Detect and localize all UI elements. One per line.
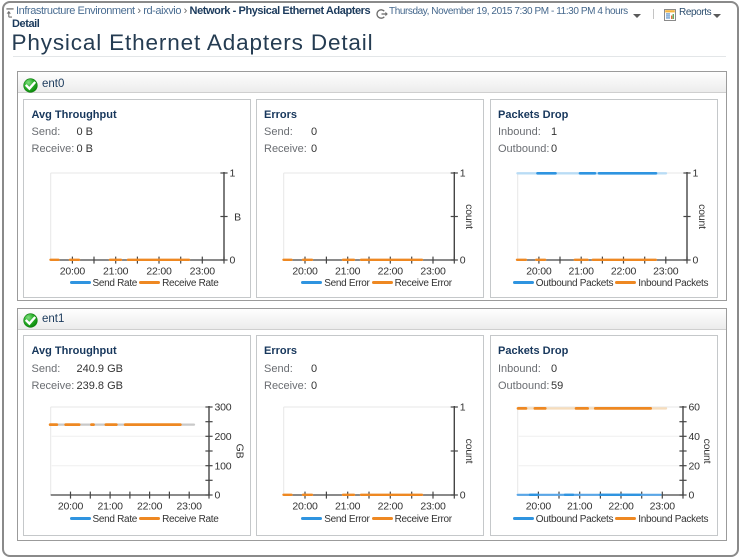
svg-text:20:00: 20:00 (292, 500, 318, 512)
svg-text:20:00: 20:00 (525, 500, 551, 512)
svg-text:0: 0 (215, 489, 221, 501)
svg-text:60: 60 (688, 401, 700, 413)
svg-text:300: 300 (215, 401, 232, 413)
svg-text:22:00: 22:00 (146, 266, 172, 278)
svg-text:22:00: 22:00 (137, 500, 163, 512)
svg-text:21:00: 21:00 (568, 266, 594, 278)
svg-text:0: 0 (692, 255, 698, 267)
svg-text:22:00: 22:00 (608, 500, 634, 512)
svg-text:20:00: 20:00 (292, 266, 318, 278)
svg-text:20:00: 20:00 (60, 266, 86, 278)
svg-text:1: 1 (459, 401, 465, 413)
svg-text:22:00: 22:00 (377, 500, 403, 512)
svg-text:1: 1 (692, 168, 698, 180)
svg-text:20:00: 20:00 (58, 500, 84, 512)
svg-text:0: 0 (688, 489, 694, 501)
svg-text:21:00: 21:00 (103, 266, 129, 278)
svg-text:GB: GB (234, 443, 246, 458)
svg-text:200: 200 (215, 431, 232, 443)
svg-text:1: 1 (459, 168, 465, 180)
svg-text:20: 20 (688, 460, 700, 472)
svg-text:23:00: 23:00 (420, 500, 446, 512)
svg-text:22:00: 22:00 (610, 266, 636, 278)
svg-text:21:00: 21:00 (335, 266, 361, 278)
svg-text:100: 100 (215, 460, 232, 472)
svg-text:1: 1 (230, 168, 236, 180)
svg-text:23:00: 23:00 (653, 266, 679, 278)
svg-text:count: count (701, 438, 713, 463)
svg-text:23:00: 23:00 (177, 500, 203, 512)
svg-text:0: 0 (459, 489, 465, 501)
svg-text:22:00: 22:00 (377, 266, 403, 278)
svg-text:21:00: 21:00 (567, 500, 593, 512)
svg-text:21:00: 21:00 (335, 500, 361, 512)
svg-text:B: B (234, 212, 241, 224)
svg-text:23:00: 23:00 (190, 266, 216, 278)
svg-text:20:00: 20:00 (526, 266, 552, 278)
svg-text:0: 0 (230, 255, 236, 267)
svg-text:0: 0 (459, 255, 465, 267)
svg-text:count: count (696, 204, 708, 229)
svg-text:count: count (463, 438, 475, 463)
svg-text:23:00: 23:00 (420, 266, 446, 278)
svg-text:23:00: 23:00 (649, 500, 675, 512)
svg-text:40: 40 (688, 431, 700, 443)
svg-text:count: count (463, 204, 475, 229)
svg-text:21:00: 21:00 (97, 500, 123, 512)
